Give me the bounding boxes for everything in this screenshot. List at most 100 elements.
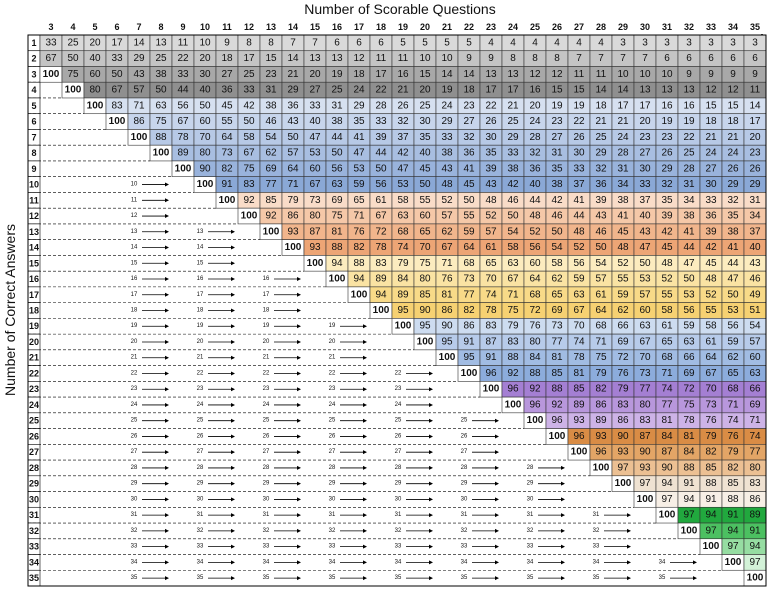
cell-value: 58	[705, 321, 717, 332]
row-marker: 28	[197, 465, 204, 471]
cell-value: 85	[573, 384, 585, 395]
marker-arrow-head	[165, 308, 169, 313]
cell-value: 72	[617, 352, 629, 363]
cell-value: 14	[441, 69, 453, 80]
marker-arrow-head	[165, 387, 169, 392]
row-marker: 19	[263, 323, 270, 329]
row-marker: 21	[329, 355, 336, 361]
marker-arrow-head	[561, 528, 565, 533]
cell-value: 65	[727, 368, 739, 379]
row-marker: 24	[131, 402, 138, 408]
row-marker: 32	[527, 528, 534, 534]
cell-value: 48	[705, 274, 717, 285]
cell-value: 71	[441, 258, 453, 269]
cell-value: 83	[375, 258, 387, 269]
cell-value: 55	[221, 116, 233, 127]
row-marker: 32	[593, 528, 600, 534]
cell-value: 15	[551, 85, 563, 96]
cell-value: 18	[595, 100, 607, 111]
cell-value: 83	[639, 415, 651, 426]
cell-value: 42	[397, 148, 409, 159]
cell-value: 17	[485, 85, 497, 96]
cell-value: 84	[529, 352, 541, 363]
marker-arrow-head	[165, 434, 169, 439]
cell-value: 14	[595, 85, 607, 96]
marker-arrow-head	[561, 497, 565, 502]
cell-value: 65	[551, 289, 563, 300]
cell-value: 52	[529, 226, 541, 237]
cell-value: 95	[419, 321, 431, 332]
cell-value: 40	[749, 242, 761, 253]
cell-value: 32	[397, 116, 409, 127]
cell-value: 75	[419, 258, 431, 269]
cell-value: 29	[133, 53, 145, 64]
cell-value: 40	[529, 179, 541, 190]
cell-value: 95	[463, 352, 475, 363]
marker-arrow-head	[231, 324, 235, 329]
row-marker: 32	[461, 528, 468, 534]
row-marker: 22	[263, 370, 270, 376]
cell-value: 44	[375, 148, 387, 159]
cell-value: 37	[397, 132, 409, 143]
row-label: 25	[29, 416, 39, 426]
row-marker: 30	[263, 496, 270, 502]
marker-arrow-head	[363, 339, 367, 344]
cell-value: 77	[639, 384, 651, 395]
column-header: 29	[618, 22, 628, 32]
marker-arrow-head	[363, 497, 367, 502]
column-header: 5	[92, 22, 97, 32]
marker-arrow-head	[297, 418, 301, 423]
cell-value: 69	[551, 305, 563, 316]
cell-value: 91	[705, 494, 717, 505]
marker-arrow-head	[165, 450, 169, 455]
cell-value: 8	[510, 53, 516, 64]
row-label: 9	[31, 164, 36, 174]
cell-value: 94	[749, 541, 761, 552]
cell-value: 12	[727, 85, 739, 96]
cell-value: 82	[463, 305, 475, 316]
cell-value: 63	[573, 289, 585, 300]
cell-value: 79	[727, 447, 739, 458]
cell-value: 62	[551, 274, 563, 285]
cell-value: 100	[109, 116, 126, 127]
row-label: 30	[29, 494, 39, 504]
cell-value: 10	[419, 53, 431, 64]
cell-value: 74	[573, 336, 585, 347]
cell-value: 76	[617, 368, 629, 379]
cell-value: 29	[749, 179, 761, 190]
cell-value: 89	[375, 274, 387, 285]
cell-value: 20	[89, 37, 101, 48]
marker-arrow-head	[363, 418, 367, 423]
cell-value: 52	[661, 274, 673, 285]
cell-value: 39	[705, 226, 717, 237]
cell-value: 16	[397, 69, 409, 80]
row-marker: 29	[527, 481, 534, 487]
cell-value: 28	[529, 132, 541, 143]
cell-value: 94	[375, 289, 387, 300]
cell-value: 66	[749, 384, 761, 395]
cell-value: 18	[727, 116, 739, 127]
cell-value: 49	[749, 289, 761, 300]
cell-value: 6	[664, 53, 670, 64]
marker-arrow-head	[231, 528, 235, 533]
cell-value: 68	[529, 289, 541, 300]
row-marker: 34	[461, 559, 468, 565]
cell-value: 100	[439, 352, 456, 363]
marker-arrow-head	[429, 560, 433, 565]
row-marker: 24	[263, 402, 270, 408]
cell-value: 100	[43, 69, 60, 80]
row-marker: 21	[197, 355, 204, 361]
marker-arrow-head	[297, 544, 301, 549]
cell-value: 17	[375, 69, 387, 80]
column-header: 10	[200, 22, 210, 32]
marker-arrow-head	[297, 497, 301, 502]
cell-value: 74	[485, 289, 497, 300]
cell-value: 83	[111, 100, 123, 111]
row-marker: 32	[197, 528, 204, 534]
marker-arrow-head	[165, 355, 169, 360]
marker-arrow-head	[363, 560, 367, 565]
row-marker: 22	[131, 370, 138, 376]
cell-value: 72	[375, 226, 387, 237]
cell-value: 60	[199, 116, 211, 127]
cell-value: 68	[397, 226, 409, 237]
